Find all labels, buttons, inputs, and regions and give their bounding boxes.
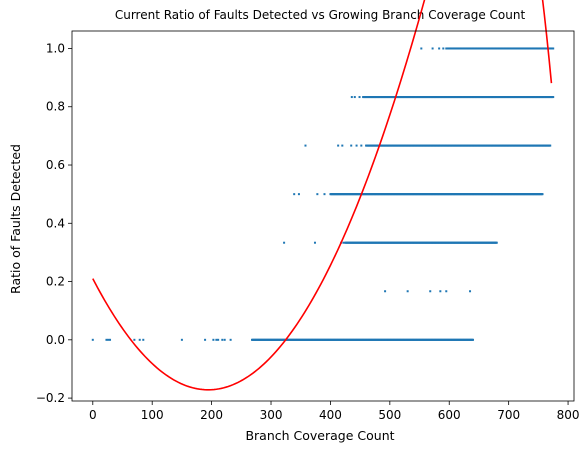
data-point <box>406 290 409 293</box>
data-point <box>229 338 232 341</box>
y-tick-label: 0.4 <box>46 216 65 230</box>
y-tick-label: 0.0 <box>46 333 65 347</box>
data-point <box>109 338 112 341</box>
data-point <box>431 47 434 50</box>
data-point <box>223 338 226 341</box>
data-point <box>438 47 441 50</box>
data-point <box>221 338 224 341</box>
data-point <box>138 338 141 341</box>
y-tick-label: 0.2 <box>46 275 65 289</box>
data-point <box>439 290 442 293</box>
data-point <box>445 290 448 293</box>
data-point <box>283 241 286 244</box>
x-tick-label: 400 <box>319 408 342 422</box>
y-axis-label: Ratio of Faults Detected <box>8 144 23 294</box>
data-point <box>360 144 363 147</box>
y-tick-label: 1.0 <box>46 41 65 55</box>
data-point <box>133 338 136 341</box>
x-tick-label: 500 <box>378 408 401 422</box>
data-point <box>217 338 220 341</box>
x-tick-label: 300 <box>260 408 283 422</box>
y-tick-label: 0.6 <box>46 158 65 172</box>
data-point <box>215 338 218 341</box>
y-tick-label: 0.8 <box>46 100 65 114</box>
data-point <box>552 96 555 99</box>
data-point <box>353 96 356 99</box>
data-point <box>429 290 432 293</box>
data-point <box>355 144 358 147</box>
data-point <box>293 193 296 196</box>
data-point <box>304 144 307 147</box>
data-point <box>297 193 300 196</box>
data-point <box>341 144 344 147</box>
data-point <box>469 290 472 293</box>
data-point <box>91 338 94 341</box>
data-point <box>442 47 445 50</box>
data-point <box>472 338 475 341</box>
data-point <box>549 144 552 147</box>
y-tick-label: −0.2 <box>36 391 65 405</box>
data-point <box>337 144 340 147</box>
data-point <box>313 241 316 244</box>
data-point <box>495 241 498 244</box>
data-point <box>350 96 353 99</box>
data-point <box>180 338 183 341</box>
data-point <box>541 193 544 196</box>
data-point <box>384 290 387 293</box>
x-tick-label: 800 <box>557 408 580 422</box>
scatter-points <box>91 47 555 341</box>
data-point <box>358 96 361 99</box>
x-tick-label: 100 <box>141 408 164 422</box>
data-point <box>142 338 145 341</box>
plot-frame <box>71 30 575 402</box>
y-axis: −0.2 0.0 0.2 0.4 0.6 0.8 1.0 <box>36 41 72 405</box>
data-point <box>323 193 326 196</box>
data-point <box>107 338 110 341</box>
data-point <box>350 144 353 147</box>
x-axis-label: Branch Coverage Count <box>245 428 394 443</box>
data-point <box>204 338 207 341</box>
x-tick-label: 0 <box>89 408 97 422</box>
x-tick-label: 700 <box>497 408 520 422</box>
data-point <box>105 338 108 341</box>
x-axis: 0 100 200 300 400 500 600 700 800 <box>89 401 580 422</box>
fit-curve <box>92 0 553 391</box>
chart-title: Current Ratio of Faults Detected vs Grow… <box>115 8 526 22</box>
data-point <box>316 193 319 196</box>
data-point <box>552 47 555 50</box>
data-point <box>342 241 345 244</box>
data-point <box>420 47 423 50</box>
x-tick-label: 200 <box>200 408 223 422</box>
x-tick-label: 600 <box>438 408 461 422</box>
data-point <box>212 338 215 341</box>
